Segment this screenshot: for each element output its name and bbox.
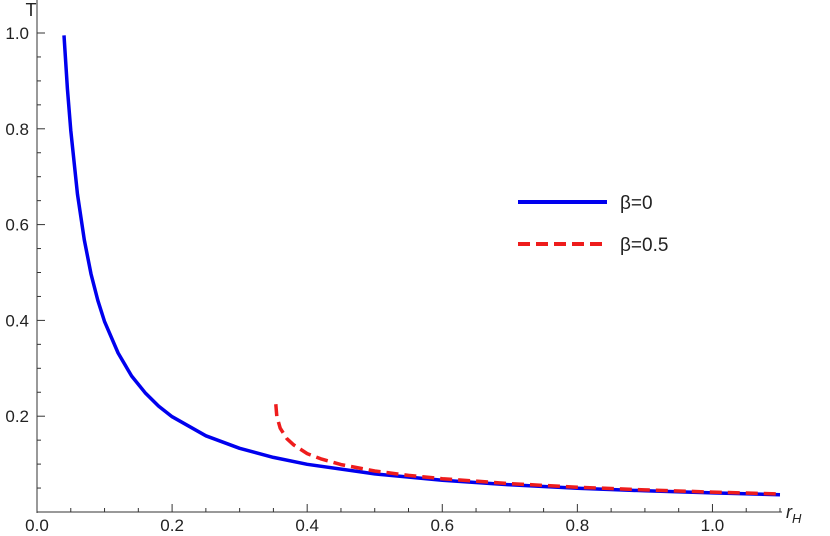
x-axis-label: rH — [786, 502, 802, 526]
series-line-0 — [62, 35, 781, 497]
y-tick-label: 0.6 — [5, 216, 29, 235]
y-tick-label: 1.0 — [5, 24, 29, 43]
legend-label-0: β=0 — [620, 193, 653, 214]
series-line-1 — [274, 404, 781, 496]
y-tick-label: 0.4 — [5, 311, 29, 330]
x-tick-label: 0.8 — [566, 516, 590, 535]
x-tick-label: 0.4 — [295, 516, 319, 535]
y-axis-label: T — [26, 0, 37, 20]
legend: β=0 β=0.5 — [518, 193, 668, 256]
x-tick-label: 1.0 — [701, 516, 725, 535]
series-layer — [62, 35, 781, 497]
x-tick-label: 0.0 — [25, 516, 49, 535]
y-tick-label: 0.8 — [5, 120, 29, 139]
x-tick-label: 0.6 — [430, 516, 454, 535]
legend-label-1: β=0.5 — [620, 235, 668, 256]
x-tick-label: 0.2 — [160, 516, 184, 535]
axes: 0.0 0.2 0.4 0.6 0.8 1.0 0.2 0.4 0.6 0.8 1.0 TrH — [5, 0, 802, 535]
y-tick-label: 0.2 — [5, 407, 29, 426]
